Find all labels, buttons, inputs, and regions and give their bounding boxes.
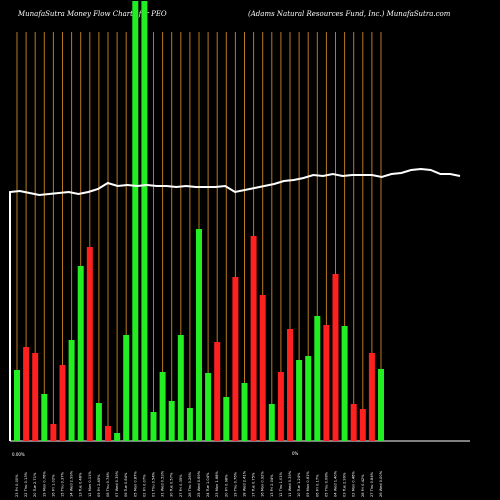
x-tick-label: 14 Wed 2.99%	[70, 470, 74, 497]
bar	[77, 266, 84, 441]
bar	[186, 408, 193, 441]
bar	[241, 383, 248, 441]
x-tick-label: 30 Tue 0.57%	[170, 472, 174, 497]
x-tick-label: 13 Tue 0.48%	[79, 472, 83, 497]
x-tick-label: 05 Thu 0.08%	[324, 471, 328, 497]
x-tick-label: 23 Mon 1.68%	[215, 471, 219, 497]
y-axis-label: 0.00%	[12, 452, 25, 457]
chart-subtitle: (Adams Natural Resources Fund, Inc.) Mun…	[248, 10, 451, 18]
bar	[196, 229, 202, 441]
x-tick-label: 19 Mon 0.76%	[42, 471, 46, 497]
bar	[287, 329, 293, 441]
x-tick-label: 11 Wed 0.39%	[288, 470, 292, 497]
x-tick-label: 09 Mon 0.61%	[306, 471, 310, 497]
bar	[123, 335, 130, 441]
x-tick-label: 27 Thu 0.84%	[370, 471, 374, 497]
bar	[59, 365, 66, 441]
x-tick-label: 10 Tue 1.24%	[297, 472, 301, 497]
bar	[296, 360, 303, 441]
x-tick-label: 12 Thu 1.01%	[279, 471, 283, 497]
mid-label: 0%	[292, 451, 299, 456]
bar	[105, 426, 111, 441]
bar	[32, 353, 39, 441]
bar	[314, 316, 321, 441]
bar	[132, 1, 139, 441]
bar	[23, 347, 30, 441]
chart-title: MunafaSutra Money Flow Charts for PEO	[18, 10, 167, 18]
x-tick-label: 16 Mon 0.92%	[261, 471, 265, 497]
x-tick-label: 08 Thu 0.74%	[106, 471, 110, 497]
bar	[232, 277, 239, 441]
bar	[368, 353, 375, 441]
x-tick-label: 04 Wed 1.40%	[334, 470, 338, 497]
x-tick-label: 06 Fri 0.17%	[315, 474, 319, 497]
bar	[378, 369, 384, 441]
bar-series	[14, 1, 384, 441]
bar	[114, 433, 121, 441]
x-tick-label: 18 Wed 2.41%	[243, 470, 247, 497]
x-tick-label: 02 Mon 0.46%	[352, 471, 356, 497]
x-tick-label: 24 Tue 1.04%	[206, 472, 210, 497]
x-tick-label: 16 Fri 1.02%	[51, 474, 55, 497]
x-tick-label: 25 Wed 0.69%	[197, 470, 201, 497]
x-tick-label: 19 Thu 0.76%	[233, 471, 237, 497]
price-line	[9, 167, 461, 441]
bar	[277, 372, 284, 441]
x-tick-label: 20 Tue 2.71%	[33, 472, 37, 497]
x-tick-label: 17 Tue 0.75%	[252, 472, 256, 497]
bar	[323, 325, 330, 441]
x-tick-label: 01 Thu 0.54%	[152, 471, 156, 497]
x-tick-label: 13 Fri 2.04%	[270, 474, 274, 497]
bar	[95, 403, 102, 441]
x-tick-label: 06 Tue 0.84%	[124, 472, 128, 497]
x-tick-label: 26 Wed 0.00%	[379, 470, 383, 497]
bar	[223, 397, 230, 441]
bar	[341, 326, 348, 441]
x-tick-label: 31 Wed 0.53%	[161, 470, 165, 497]
bar	[250, 236, 257, 441]
bar	[214, 342, 221, 441]
bar	[205, 373, 212, 441]
bar	[141, 1, 148, 441]
x-tick-label: 12 Mon 0.11%	[88, 471, 92, 497]
bar	[86, 247, 93, 441]
x-tick-label: 07 Wed 0.39%	[115, 470, 119, 497]
x-tick-label: 23 Fri 0.00%	[15, 474, 19, 497]
bar	[305, 356, 312, 441]
x-tick-label: 05 Mon 0.87%	[133, 471, 137, 497]
bar	[150, 412, 157, 441]
x-tick-labels: 23 Fri 0.00% 22 Thu 0.13% 20 Tue 2.71% 19 M…	[15, 470, 383, 497]
x-tick-label: 27 Fri 0.35%	[179, 474, 183, 497]
x-tick-label: 02 Fri 0.07%	[142, 474, 146, 497]
x-tick-label: 22 Thu 0.13%	[24, 471, 28, 497]
bar	[159, 372, 166, 441]
x-tick-label: 28 Fri 0.42%	[361, 474, 365, 497]
bar	[50, 424, 57, 441]
bar	[268, 404, 275, 441]
bar	[41, 394, 48, 441]
bar	[359, 409, 366, 441]
bar	[177, 335, 184, 441]
bar	[332, 274, 339, 441]
bar	[259, 295, 266, 441]
x-tick-label: 09 Fri 2.45%	[97, 474, 101, 497]
x-tick-label: 03 Tue 2.99%	[343, 472, 347, 497]
bar	[168, 401, 175, 441]
x-tick-label: 20 Fri 0.98%	[224, 474, 228, 497]
bar	[350, 404, 357, 441]
x-tick-label: 15 Thu 0.37%	[61, 471, 65, 497]
x-tick-label: 26 Thu 0.26%	[188, 471, 192, 497]
bar	[68, 340, 75, 441]
bar	[14, 370, 20, 441]
